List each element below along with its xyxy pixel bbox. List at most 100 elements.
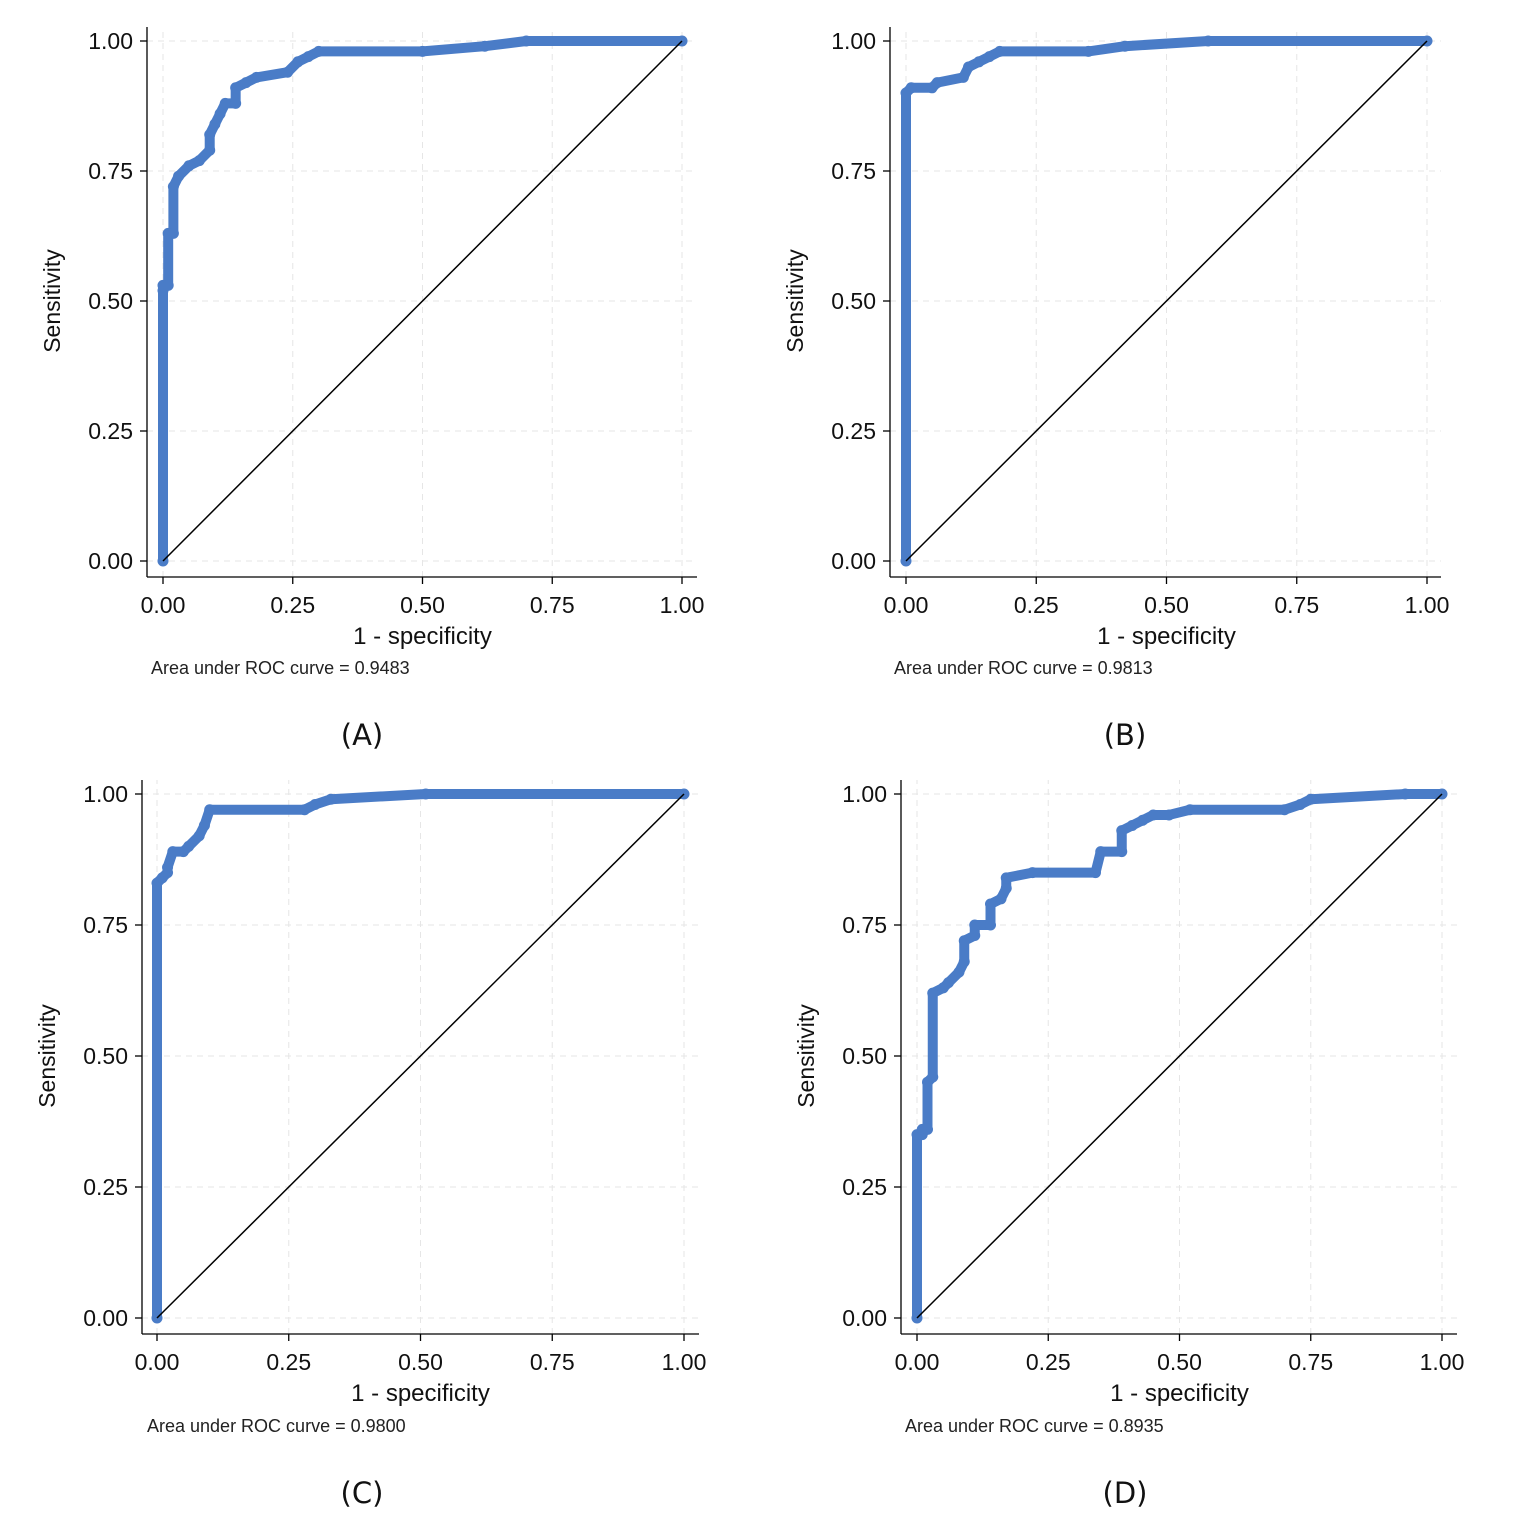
roc-point	[479, 40, 491, 52]
roc-point	[1119, 40, 1131, 52]
x-tick-label: 0.00	[884, 592, 929, 618]
panel-label: (C)	[341, 1476, 384, 1510]
x-tick-label: 0.00	[141, 592, 186, 618]
x-tick-label: 0.25	[1014, 592, 1059, 618]
x-tick-label: 0.50	[398, 1349, 443, 1375]
roc-point	[167, 227, 179, 239]
panel-label: (B)	[1104, 718, 1147, 752]
roc-point	[1082, 45, 1094, 57]
x-axis-label: 1 - specificity	[1110, 1380, 1249, 1407]
roc-point	[167, 846, 179, 858]
y-tick-label: 1.00	[88, 28, 133, 54]
y-tick-label: 0.00	[842, 1305, 887, 1331]
y-tick-label: 0.25	[88, 418, 133, 444]
y-tick-label: 0.25	[842, 1174, 887, 1200]
roc-point	[922, 1123, 933, 1135]
x-axis-label: 1 - specificity	[351, 1380, 490, 1407]
auc-note: Area under ROC curve = 0.8935	[905, 1416, 1164, 1436]
y-axis-label: Sensitivity	[39, 249, 65, 353]
y-tick-label: 1.00	[842, 781, 887, 807]
y-tick-label: 0.00	[83, 1305, 128, 1331]
x-tick-label: 0.50	[1144, 592, 1189, 618]
y-axis-label: Sensitivity	[34, 1004, 60, 1108]
roc-point	[250, 71, 262, 83]
x-tick-label: 1.00	[1405, 592, 1450, 618]
roc-point	[282, 66, 294, 78]
roc-point	[927, 987, 939, 999]
x-tick-label: 1.00	[662, 1349, 707, 1375]
roc-point	[969, 919, 981, 931]
roc-point	[1305, 793, 1317, 805]
x-tick-label: 0.75	[530, 1349, 575, 1375]
x-tick-label: 0.75	[530, 592, 575, 618]
roc-point	[931, 77, 943, 89]
y-tick-label: 1.00	[831, 28, 876, 54]
y-tick-label: 0.25	[831, 418, 876, 444]
roc-point	[420, 788, 432, 800]
roc-panel-d: 0.00 0.00 0.25 0.25 0.50 0.50 0.75 0.75 1.00 1.00…	[793, 780, 1464, 1510]
y-tick-label: 0.75	[88, 158, 133, 184]
roc-panel-a: 0.00 0.00 0.25 0.25 0.50 0.50 0.75 0.75 1.00 1.00…	[39, 27, 704, 752]
x-tick-label: 0.00	[895, 1349, 940, 1375]
roc-point	[209, 118, 221, 130]
x-tick-label: 1.00	[660, 592, 705, 618]
roc-point	[1027, 867, 1038, 879]
roc-point	[173, 170, 185, 182]
roc-point	[1095, 846, 1107, 858]
roc-point	[214, 108, 226, 120]
y-tick-label: 0.50	[831, 288, 876, 314]
roc-point	[1000, 882, 1012, 894]
roc-point	[963, 61, 975, 73]
roc-point	[958, 935, 970, 947]
roc-point	[1116, 825, 1128, 837]
x-tick-label: 0.00	[135, 1349, 180, 1375]
roc-point	[994, 45, 1006, 57]
reference-diagonal-line	[156, 793, 685, 1319]
roc-point	[1279, 804, 1290, 816]
reference-diagonal-line	[905, 40, 1428, 562]
x-tick-label: 0.75	[1288, 1349, 1333, 1375]
roc-point	[1137, 814, 1149, 826]
roc-panel-c: 0.00 0.00 0.25 0.25 0.50 0.50 0.75 0.75 1.00 1.00…	[34, 780, 706, 1510]
y-axis-label: Sensitivity	[782, 249, 808, 353]
y-tick-label: 0.50	[83, 1043, 128, 1069]
roc-point	[230, 82, 242, 94]
roc-point	[927, 1071, 939, 1083]
roc-point	[953, 966, 965, 978]
roc-point	[193, 830, 205, 842]
roc-point	[417, 45, 428, 57]
roc-point	[1000, 872, 1012, 884]
roc-point	[198, 819, 210, 831]
roc-point	[943, 977, 954, 989]
x-tick-label: 0.25	[1026, 1349, 1071, 1375]
roc-point	[204, 144, 216, 156]
roc-point	[1399, 788, 1411, 800]
roc-point	[983, 51, 995, 63]
y-tick-label: 0.00	[831, 548, 876, 574]
roc-point	[905, 82, 917, 94]
roc-point	[1294, 798, 1306, 810]
roc-point	[325, 793, 337, 805]
roc-point	[240, 77, 252, 89]
roc-point	[1116, 846, 1128, 858]
y-tick-label: 0.75	[842, 912, 887, 938]
roc-point	[1202, 35, 1214, 47]
auc-note: Area under ROC curve = 0.9813	[894, 658, 1153, 678]
y-axis-label: Sensitivity	[793, 1004, 819, 1108]
x-tick-label: 0.50	[400, 592, 445, 618]
roc-panel-b: 0.00 0.00 0.25 0.25 0.50 0.50 0.75 0.75 1.00 1.00…	[782, 27, 1449, 752]
roc-point	[958, 956, 970, 968]
x-tick-label: 0.50	[1157, 1349, 1202, 1375]
x-tick-label: 0.75	[1274, 592, 1319, 618]
roc-point	[995, 893, 1007, 905]
roc-point	[299, 804, 311, 816]
y-tick-label: 0.75	[83, 912, 128, 938]
roc-point	[219, 97, 231, 109]
roc-point	[292, 56, 304, 68]
roc-point	[1126, 819, 1138, 831]
y-tick-label: 0.75	[831, 158, 876, 184]
x-tick-label: 0.25	[270, 592, 315, 618]
panel-label: (D)	[1103, 1476, 1148, 1510]
roc-point	[309, 798, 321, 810]
